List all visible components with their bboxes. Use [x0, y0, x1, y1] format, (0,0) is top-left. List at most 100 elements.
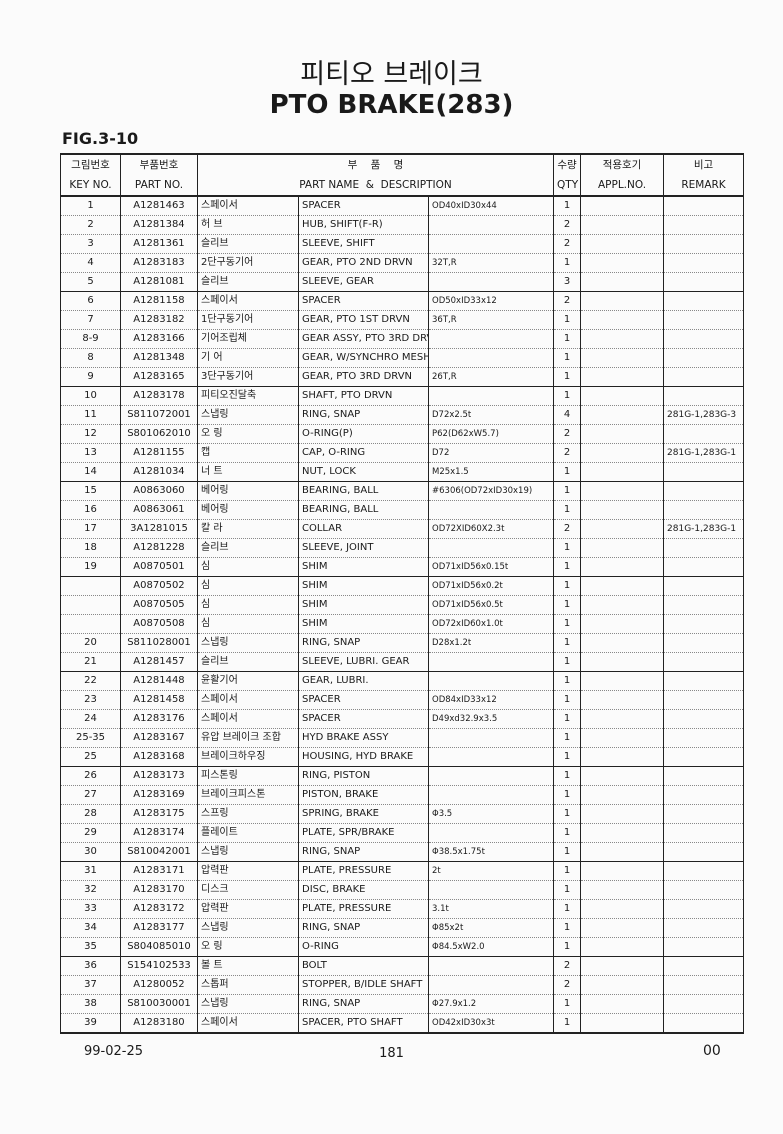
spec: OD50xID33x12 — [427, 291, 555, 311]
key-no: 18 — [60, 538, 121, 558]
table-row: 27 A1283169 브레이크피스톤 PISTON, BRAKE 1 — [60, 785, 745, 805]
remark — [663, 291, 745, 311]
remark — [663, 595, 745, 615]
korean-name: 브레이크하우징 — [197, 747, 299, 767]
key-no: 30 — [60, 842, 121, 862]
qty: 1 — [553, 861, 582, 881]
korean-name: 스프링 — [197, 804, 299, 824]
description: PLATE, SPR/BRAKE — [298, 823, 429, 843]
table-row: 20 S811028001 스냅링 RING, SNAP D28x1.2t 1 — [60, 633, 745, 653]
remark: 281G-1,283G-1 — [663, 443, 745, 463]
part-no: S801062010 — [120, 424, 198, 444]
spec: 2t — [427, 861, 555, 881]
appl-no — [580, 975, 665, 995]
spec: P62(D62xW5.7) — [427, 424, 555, 444]
appl-no — [580, 291, 665, 311]
spec: M25x1.5 — [427, 462, 555, 482]
description: GEAR, LUBRI. — [298, 671, 429, 691]
description: CAP, O-RING — [298, 443, 429, 463]
korean-name: 압력판 — [197, 899, 299, 919]
description: COLLAR — [298, 519, 429, 539]
key-no: 13 — [60, 443, 121, 463]
qty: 1 — [553, 310, 582, 330]
spec — [427, 728, 555, 748]
key-no: 12 — [60, 424, 121, 444]
description: SHIM — [298, 614, 429, 634]
description: SPRING, BRAKE — [298, 804, 429, 824]
korean-name: 슬리브 — [197, 538, 299, 558]
table-row: 1 A1281463 스페이서 SPACER OD40xID30x44 1 — [60, 196, 745, 216]
appl-no — [580, 652, 665, 672]
qty: 1 — [553, 614, 582, 634]
korean-name: 스냅링 — [197, 918, 299, 938]
key-no: 36 — [60, 956, 121, 976]
table-row: A0870505 심 SHIM OD71xID56x0.5t 1 — [60, 595, 745, 615]
qty: 1 — [553, 994, 582, 1014]
spec — [427, 348, 555, 368]
spec: OD40xID30x44 — [427, 196, 555, 216]
part-no: A1281361 — [120, 234, 198, 254]
table-row: 23 A1281458 스페이서 SPACER OD84xID33x12 1 — [60, 690, 745, 710]
appl-no — [580, 367, 665, 387]
appl-no — [580, 215, 665, 235]
qty: 2 — [553, 956, 582, 976]
korean-name: 오 링 — [197, 937, 299, 957]
key-no: 9 — [60, 367, 121, 387]
spec — [427, 766, 555, 786]
korean-name: 피스톤링 — [197, 766, 299, 786]
header-cell: QTY — [553, 175, 582, 197]
appl-no — [580, 728, 665, 748]
appl-no — [580, 861, 665, 881]
spec: OD71xID56x0.2t — [427, 576, 555, 596]
part-no: A1281228 — [120, 538, 198, 558]
description: O-RING(P) — [298, 424, 429, 444]
korean-name: 스냅링 — [197, 405, 299, 425]
qty: 3 — [553, 272, 582, 292]
korean-name: 슬리브 — [197, 272, 299, 292]
key-no: 31 — [60, 861, 121, 881]
key-no: 7 — [60, 310, 121, 330]
key-no: 20 — [60, 633, 121, 653]
korean-name: 슬리브 — [197, 234, 299, 254]
remark — [663, 215, 745, 235]
part-no: 3A1281015 — [120, 519, 198, 539]
qty: 1 — [553, 880, 582, 900]
remark — [663, 500, 745, 520]
qty: 1 — [553, 196, 582, 216]
key-no: 37 — [60, 975, 121, 995]
description: GEAR, W/SYNCHRO MESH — [298, 348, 429, 368]
remark — [663, 481, 745, 501]
key-no: 21 — [60, 652, 121, 672]
key-no: 1 — [60, 196, 121, 216]
korean-name: 스페이서 — [197, 1013, 299, 1034]
appl-no — [580, 880, 665, 900]
title-english: PTO BRAKE(283) — [269, 90, 514, 120]
part-no: A1283166 — [120, 329, 198, 349]
description: STOPPER, B/IDLE SHAFT — [298, 975, 429, 995]
spec: OD71xID56x0.5t — [427, 595, 555, 615]
description: SHAFT, PTO DRVN — [298, 386, 429, 406]
korean-name: 기어조립체 — [197, 329, 299, 349]
part-no: A1283178 — [120, 386, 198, 406]
table-row: 6 A1281158 스페이서 SPACER OD50xID33x12 2 — [60, 291, 745, 311]
qty: 1 — [553, 804, 582, 824]
table-row: 11 S811072001 스냅링 RING, SNAP D72x2.5t 4 281G-1… — [60, 405, 745, 425]
remark — [663, 785, 745, 805]
description: BEARING, BALL — [298, 500, 429, 520]
spec: D49xd32.9x3.5 — [427, 709, 555, 729]
part-no: A1283177 — [120, 918, 198, 938]
remark — [663, 538, 745, 558]
qty: 1 — [553, 386, 582, 406]
key-no: 15 — [60, 481, 121, 501]
qty: 1 — [553, 937, 582, 957]
appl-no — [580, 823, 665, 843]
korean-name: 기 어 — [197, 348, 299, 368]
description: PISTON, BRAKE — [298, 785, 429, 805]
part-no: A1283168 — [120, 747, 198, 767]
remark — [663, 861, 745, 881]
remark — [663, 747, 745, 767]
korean-name: 심 — [197, 557, 299, 577]
spec — [427, 652, 555, 672]
description: SLEEVE, LUBRI. GEAR — [298, 652, 429, 672]
